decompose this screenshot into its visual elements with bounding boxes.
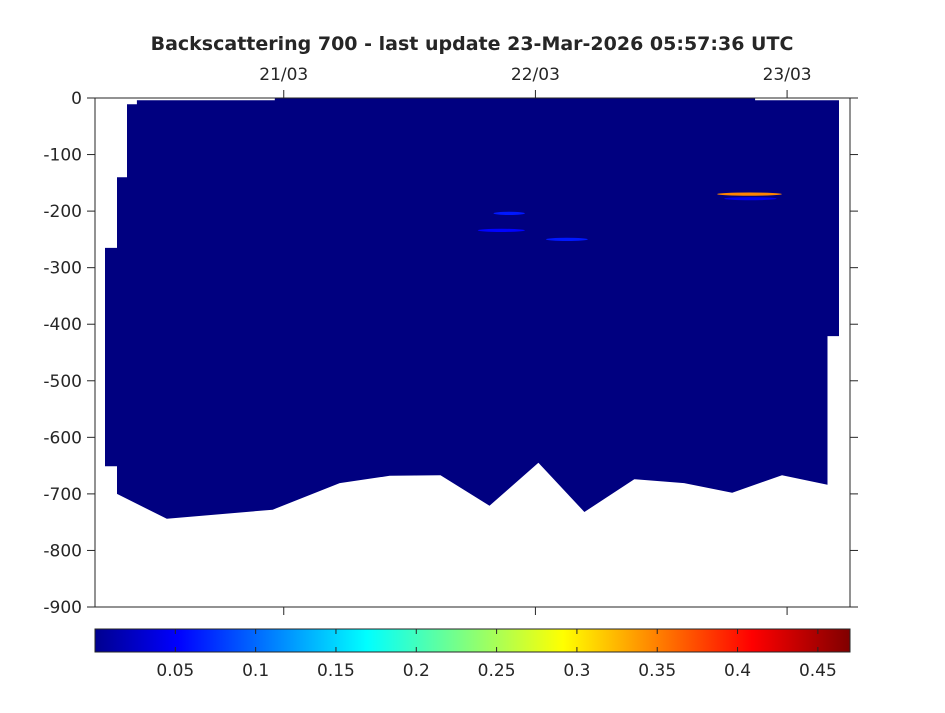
colorbar-tick-label: 0.1	[242, 661, 269, 681]
y-tick-label: -900	[43, 598, 82, 618]
y-tick-label: -400	[43, 315, 82, 335]
colorbar-tick-label: 0.45	[799, 661, 837, 681]
x-tick-label: 21/03	[259, 65, 308, 85]
colorbar-gradient	[94, 628, 851, 653]
y-tick-label: -100	[43, 146, 82, 166]
plot-area	[105, 98, 839, 519]
colorbar: 0.05 0.1 0.15 0.2 0.25 0.3 0.35 0.4 0.45	[94, 628, 851, 681]
backscatter-feature	[545, 237, 588, 241]
x-tick-label: 22/03	[511, 65, 560, 85]
y-tick-label: -700	[43, 485, 82, 505]
colorbar-tick-label: 0.4	[724, 661, 751, 681]
colorbar-tick-label: 0.3	[563, 661, 590, 681]
data-coverage-region	[105, 98, 839, 519]
colorbar-tick-label: 0.15	[317, 661, 355, 681]
y-tick-label: -800	[43, 541, 82, 561]
backscatter-feature	[493, 211, 525, 215]
axes: 21/03 22/03 23/03 0 -100 -200 -300 -400 -500 -600…	[43, 65, 858, 618]
y-tick-label: -500	[43, 372, 82, 392]
backscatter-feature	[724, 197, 777, 201]
chart-title: Backscattering 700 - last update 23-Mar-…	[151, 33, 794, 55]
y-tick-label: -300	[43, 259, 82, 279]
colorbar-tick-label: 0.25	[478, 661, 516, 681]
x-tick-label: 23/03	[763, 65, 812, 85]
colorbar-tick-label: 0.35	[638, 661, 676, 681]
backscatter-feature	[717, 192, 782, 196]
y-tick-label: -200	[43, 202, 82, 222]
y-tick-label: -600	[43, 428, 82, 448]
backscatter-feature	[477, 228, 525, 232]
colorbar-tick-label: 0.2	[403, 661, 430, 681]
y-tick-label: 0	[71, 89, 82, 109]
colorbar-tick-label: 0.05	[156, 661, 194, 681]
